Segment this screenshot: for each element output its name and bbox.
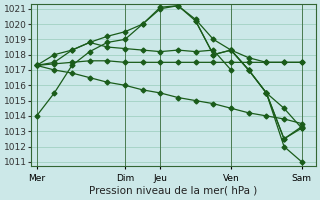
X-axis label: Pression niveau de la mer( hPa ): Pression niveau de la mer( hPa ) — [90, 186, 258, 196]
